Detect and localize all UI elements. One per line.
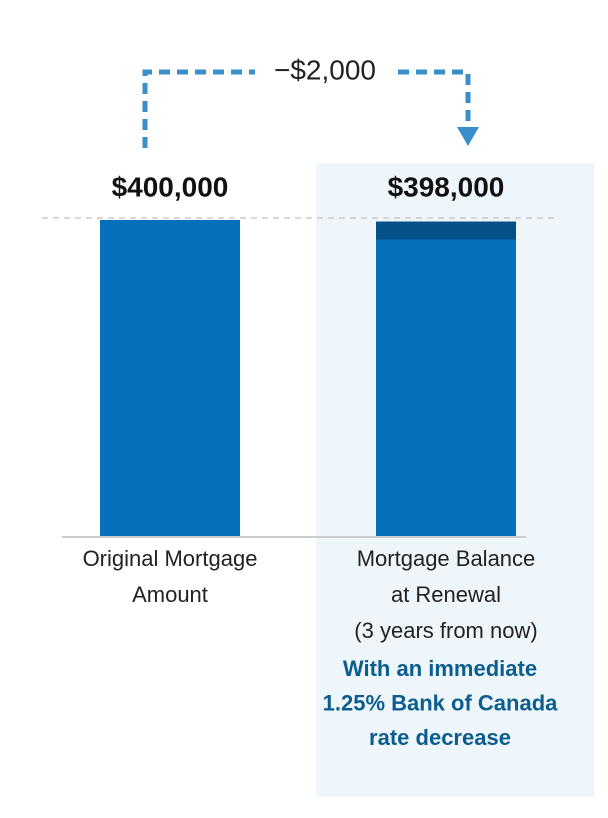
value-label: $400,000	[112, 171, 229, 202]
bracket-left	[142, 69, 255, 148]
bar	[100, 220, 240, 537]
bracket-arrow	[457, 127, 479, 146]
x-tick-label: at Renewal	[391, 582, 501, 607]
note: rate decrease	[369, 725, 511, 750]
x-tick-label: Mortgage Balance	[357, 546, 536, 571]
value-label: $398,000	[388, 171, 505, 202]
bar	[376, 221, 516, 537]
x-tick-label: Amount	[132, 582, 208, 607]
difference-annotation: −$2,000	[274, 54, 376, 85]
bar-highlight	[376, 221, 516, 240]
note: With an immediate	[343, 656, 537, 681]
note: 1.25% Bank of Canada	[323, 690, 559, 715]
x-tick-label: Original Mortgage	[83, 546, 258, 571]
x-tick-label: (3 years from now)	[354, 618, 537, 643]
bracket-right	[398, 69, 471, 128]
